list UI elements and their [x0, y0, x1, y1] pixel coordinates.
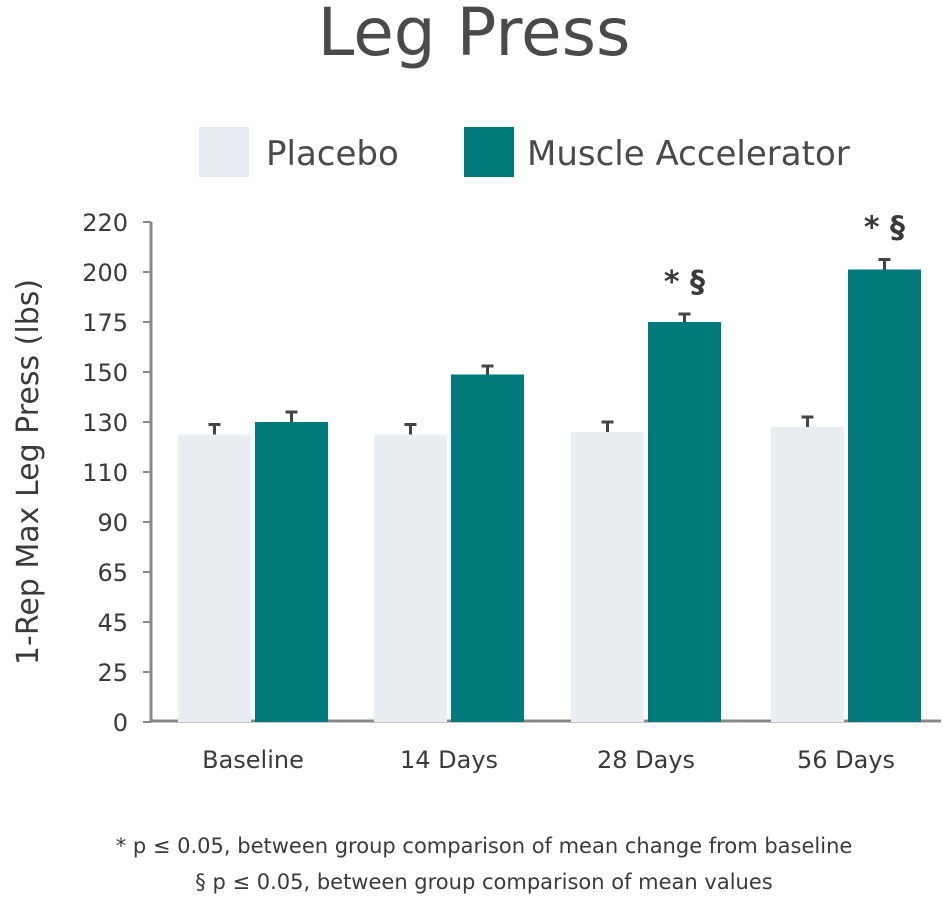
bar-placebo — [178, 434, 251, 722]
bar-muscle-accelerator — [255, 422, 328, 722]
y-tick-label: 90 — [97, 509, 128, 537]
y-tick-label: 200 — [82, 259, 128, 287]
bar-muscle-accelerator — [451, 374, 524, 722]
legend-label-placebo: Placebo — [266, 134, 399, 174]
y-axis-label: 1-Rep Max Leg Press (lbs) — [11, 279, 46, 665]
significance-marker: * § — [664, 265, 705, 300]
footnote-1: * p ≤ 0.05, between group comparison of … — [116, 834, 853, 858]
bar-placebo — [771, 427, 844, 722]
y-tick-label: 0 — [113, 709, 128, 737]
chart-title: Leg Press — [318, 0, 631, 71]
y-tick-label: 25 — [97, 659, 128, 687]
y-tick-label: 175 — [82, 309, 128, 337]
x-tick-label: 56 Days — [797, 746, 895, 774]
bar-muscle-accelerator — [648, 322, 721, 722]
y-tick-label: 65 — [97, 559, 128, 587]
y-tick-label: 45 — [97, 609, 128, 637]
x-tick-label: 14 Days — [400, 746, 498, 774]
x-tick-label: Baseline — [202, 746, 304, 774]
y-tick-label: 130 — [82, 409, 128, 437]
legend-swatch-muscle-accelerator — [464, 127, 514, 177]
x-tick-label: 28 Days — [597, 746, 695, 774]
bar-placebo — [571, 432, 644, 722]
bar-placebo — [374, 434, 447, 722]
significance-marker: * § — [864, 211, 905, 246]
footnote-2: § p ≤ 0.05, between group comparison of … — [195, 870, 772, 894]
legend-label-muscle-accelerator: Muscle Accelerator — [527, 134, 850, 174]
y-tick-label: 110 — [82, 459, 128, 487]
legend-swatch-placebo — [199, 127, 249, 177]
y-tick-label: 220 — [82, 209, 128, 237]
y-tick-label: 150 — [82, 359, 128, 387]
bar-muscle-accelerator — [848, 269, 921, 722]
